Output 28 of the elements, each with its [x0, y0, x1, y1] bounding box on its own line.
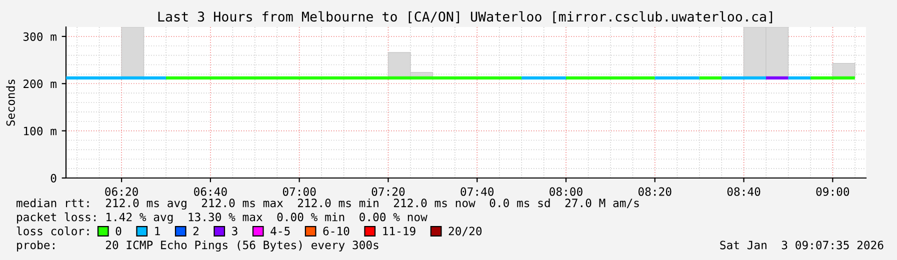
x-tick-label: 06:20	[105, 187, 138, 196]
x-tick-label: 07:20	[372, 187, 405, 196]
y-tick-label: 0	[50, 174, 56, 183]
legend-label: 4-5	[270, 226, 290, 236]
x-tick-label: 07:40	[460, 187, 494, 196]
y-tick-label: 200 m	[24, 80, 56, 88]
text: Sat Jan 3 09:07:35 2026	[720, 240, 884, 250]
legend-label: 20/20	[448, 226, 482, 236]
x-tick-label: 06:40	[194, 187, 227, 196]
legend-label: 3	[232, 226, 238, 236]
text: packet loss: 1.42 % avg 13.30 % max 0.00 % min 0.00 % now	[17, 212, 428, 224]
legend-label: 0	[116, 226, 122, 236]
text: median rtt: 212.0 ms avg 212.0 ms max 212.0 ms min 212.0 ms now 0.0 ms sd 27.0 M am/s	[16, 198, 639, 210]
x-tick-label: 08:00	[550, 187, 582, 196]
y-tick-label: 100 m	[24, 126, 56, 136]
text: probe: 20 ICMP Echo Pings (56 Bytes) every 300s	[17, 240, 378, 252]
legend-label: 1	[155, 226, 160, 236]
legend-label: 6-10	[323, 226, 350, 236]
legend-title: loss color:	[16, 226, 89, 236]
x-tick-label: 08:20	[638, 187, 672, 196]
x-tick-label: 09:00	[816, 187, 850, 196]
x-tick-label: 08:40	[727, 187, 760, 196]
y-axis-title: Seconds	[6, 80, 15, 126]
x-tick-label: 07:00	[282, 187, 316, 196]
chart-title: Last 3 Hours from Melbourne to [CA/ON] UWaterloo [mirror.csclub.uwaterloo.ca]	[158, 11, 772, 24]
legend-label: 2	[193, 226, 198, 236]
y-tick-label: 300 m	[23, 32, 56, 41]
legend-label: 11-19	[383, 226, 416, 236]
